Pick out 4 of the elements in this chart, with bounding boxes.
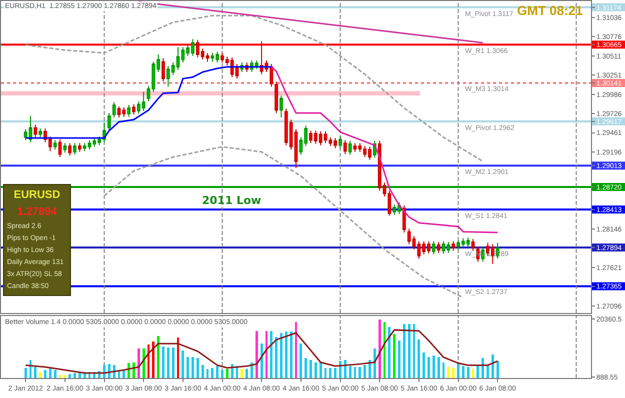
annotation: 2011 Low (202, 194, 262, 207)
annotation: 1.27894 (16, 205, 58, 220)
annotation: EURUSD (12, 188, 62, 203)
chart-subtitle: GMT 08:21 (517, 3, 583, 18)
